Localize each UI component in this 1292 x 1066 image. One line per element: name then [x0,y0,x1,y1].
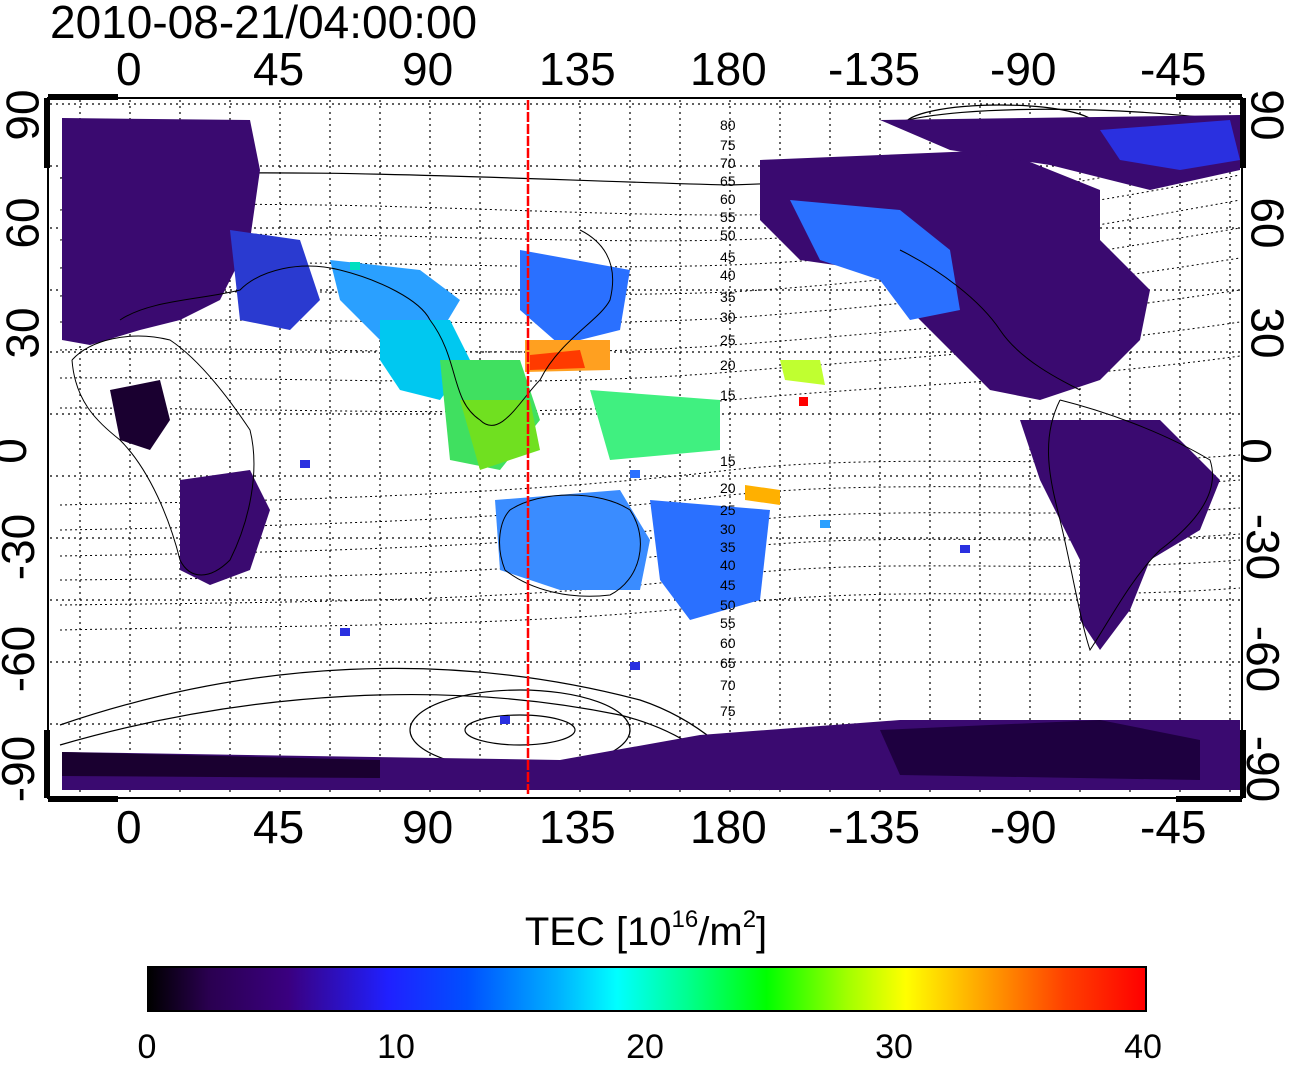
top-lon-tick: 0 [116,43,142,95]
contour-label: 40 [720,557,736,573]
contour-label: 50 [720,227,736,243]
timestamp-title: 2010-08-21/04:00:00 [50,0,478,48]
colorbar-tick: 0 [137,1028,157,1066]
contour-label: 80 [720,117,736,133]
contour-label: 55 [720,615,736,631]
contour-label: 25 [720,332,736,348]
bottom-lon-tick: -135 [828,801,921,853]
contour-label: 15 [720,387,736,403]
contour-label: 60 [720,635,736,651]
contour-label: 70 [720,155,736,171]
bottom-lon-tick: 0 [116,801,142,853]
colorbar-title-exp2: 2 [742,906,757,933]
contour-label: 30 [720,309,736,325]
colorbar-tick: 20 [626,1028,664,1066]
contour-label: 35 [720,289,736,305]
contour-label: 75 [720,703,736,719]
contour-label: 20 [720,480,736,496]
colorbar-title-exp: 16 [671,906,699,933]
bottom-lon-tick: 135 [539,801,616,853]
contour-label: 30 [720,521,736,537]
bottom-lon-tick: -45 [1140,801,1207,853]
colorbar-title: TEC [1016/m2] [0,908,1292,956]
contour-label: 15 [720,453,736,469]
top-lon-tick: 45 [253,43,305,95]
contour-label: 20 [720,357,736,373]
top-lon-tick: 90 [402,43,454,95]
contour-label: 75 [720,137,736,153]
contour-label: 35 [720,539,736,555]
colorbar-title-unit: /m [698,910,743,954]
contour-label: 55 [720,209,736,225]
contour-label: 45 [720,249,736,265]
bottom-lon-tick: -90 [990,801,1057,853]
bottom-lon-tick: 90 [402,801,454,853]
tec-map: 80 75 70 65 60 55 50 45 40 35 30 25 20 1… [44,94,1246,802]
top-lon-tick: -135 [828,43,921,95]
contour-label: 60 [720,191,736,207]
colorbar-tick: 10 [377,1028,415,1066]
bottom-lon-tick: 180 [690,801,767,853]
bottom-lon-tick: 45 [253,801,305,853]
colorbar-title-text: TEC [10 [524,910,672,954]
top-lon-tick: 180 [690,43,767,95]
colorbar [147,966,1147,1012]
top-lon-tick: -45 [1140,43,1207,95]
top-lon-tick: -90 [990,43,1057,95]
contour-label: 25 [720,502,736,518]
contour-label: 45 [720,577,736,593]
contour-label: 65 [720,173,736,189]
contour-label: 50 [720,597,736,613]
contour-label: 40 [720,267,736,283]
colorbar-tick: 40 [1124,1028,1162,1066]
colorbar-tick: 30 [875,1028,913,1066]
colorbar-title-end: ] [756,910,768,954]
contour-label: 70 [720,677,736,693]
top-lon-tick: 135 [539,43,616,95]
contour-label: 65 [720,655,736,671]
